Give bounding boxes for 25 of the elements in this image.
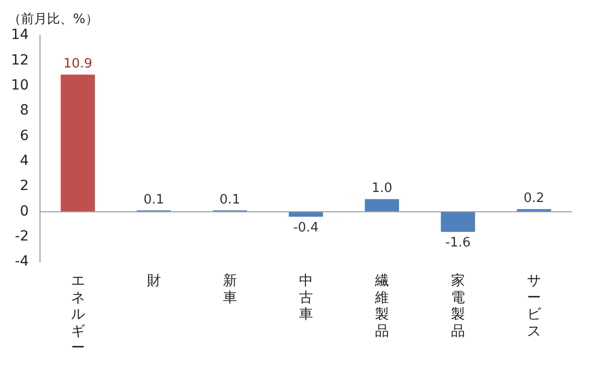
data-label: -1.6 xyxy=(445,236,471,251)
x-tick-label: 新車 xyxy=(222,273,237,306)
data-label: 0.1 xyxy=(220,192,240,208)
x-tick-label: 財 xyxy=(146,273,161,290)
y-tick-label: 4 xyxy=(20,153,29,170)
y-tick-label: 6 xyxy=(20,128,29,144)
x-tick-label: 中古車 xyxy=(298,273,313,323)
y-tick-label: 0 xyxy=(20,203,29,220)
y-tick-label: 12 xyxy=(10,52,29,68)
y-tick-label: 10 xyxy=(10,78,29,94)
y-tick-label: 2 xyxy=(20,178,29,194)
y-tick-label: 8 xyxy=(20,102,29,119)
data-label: 0.2 xyxy=(524,191,544,206)
data-label: -0.4 xyxy=(293,220,319,236)
data-label: 1.0 xyxy=(372,180,392,196)
x-tick-label: 繊維製品 xyxy=(374,273,389,340)
y-tick-label: 14 xyxy=(10,27,29,44)
data-label: 10.9 xyxy=(63,56,92,72)
x-tick-label: 家電製品 xyxy=(450,273,465,340)
x-tick-label: サービス xyxy=(526,273,542,340)
x-tick-label: エネルギー xyxy=(70,273,85,356)
data-label: 0.1 xyxy=(144,192,164,208)
y-tick-label: -4 xyxy=(14,254,29,270)
y-axis-title: （前月比、%） xyxy=(8,12,98,28)
y-tick-label: -2 xyxy=(14,228,29,244)
